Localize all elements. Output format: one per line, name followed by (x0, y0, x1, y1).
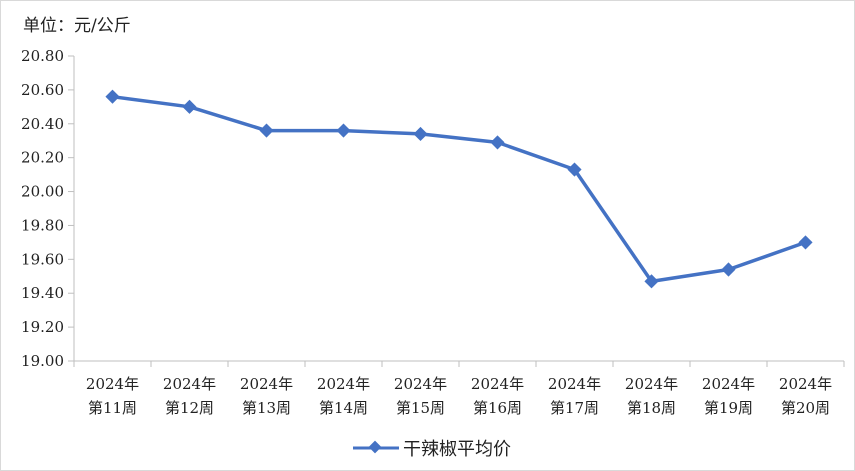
x-tick-label: 第15周 (396, 399, 445, 417)
series-line (112, 94, 807, 284)
x-tick-label: 2024年 (394, 375, 447, 393)
y-tick-label: 20.20 (21, 149, 64, 167)
x-tick-label: 第14周 (319, 399, 368, 417)
data-point-marker (644, 274, 659, 289)
x-tick-label: 2024年 (317, 375, 370, 393)
data-point-marker (567, 162, 582, 177)
data-point-marker (105, 89, 120, 104)
data-point-marker (490, 135, 505, 150)
y-tick-label: 20.60 (21, 81, 64, 99)
y-axis: 19.00 19.20 19.40 19.60 19.80 20.00 20.20 20.40… (21, 47, 75, 370)
y-tick-label: 20.40 (21, 115, 64, 133)
y-tick-label: 20.80 (21, 47, 64, 65)
x-tick-label: 2024年 (625, 375, 678, 393)
x-tick-label: 第19周 (704, 399, 753, 417)
legend-label: 干辣椒平均价 (403, 439, 511, 460)
y-tick-label: 19.80 (21, 216, 64, 234)
data-point-marker (336, 123, 351, 138)
y-tick-label: 20.00 (21, 183, 64, 201)
x-tick-label: 2024年 (779, 375, 832, 393)
y-tick-label: 19.00 (21, 352, 64, 370)
data-point-marker (798, 235, 813, 250)
legend: 干辣椒平均价 (353, 439, 511, 460)
y-tick-label: 19.60 (21, 250, 64, 268)
x-tick-label: 2024年 (471, 375, 524, 393)
data-point-marker (182, 99, 197, 114)
x-tick-label: 第17周 (550, 399, 599, 417)
x-tick-label: 第16周 (473, 399, 522, 417)
data-point-marker (259, 123, 274, 138)
series-layer (105, 89, 813, 289)
unit-label: 单位：元/公斤 (23, 16, 131, 36)
data-point-marker (413, 126, 428, 142)
y-tick-label: 19.40 (21, 284, 64, 302)
y-tick-label: 19.20 (21, 318, 64, 336)
x-tick-label: 第13周 (242, 399, 291, 417)
x-tick-label: 2024年 (240, 375, 293, 393)
x-tick-label: 第20周 (781, 399, 830, 417)
legend-marker-icon (368, 440, 382, 454)
data-point-marker (721, 262, 736, 277)
x-tick-label: 2024年 (86, 375, 139, 393)
x-tick-label: 第18周 (627, 399, 676, 417)
x-tick-label: 2024年 (163, 375, 216, 393)
x-tick-label: 第12周 (165, 399, 214, 417)
x-tick-label: 2024年 (548, 375, 601, 393)
x-tick-label: 第11周 (88, 399, 137, 417)
x-tick-label: 2024年 (702, 375, 755, 393)
